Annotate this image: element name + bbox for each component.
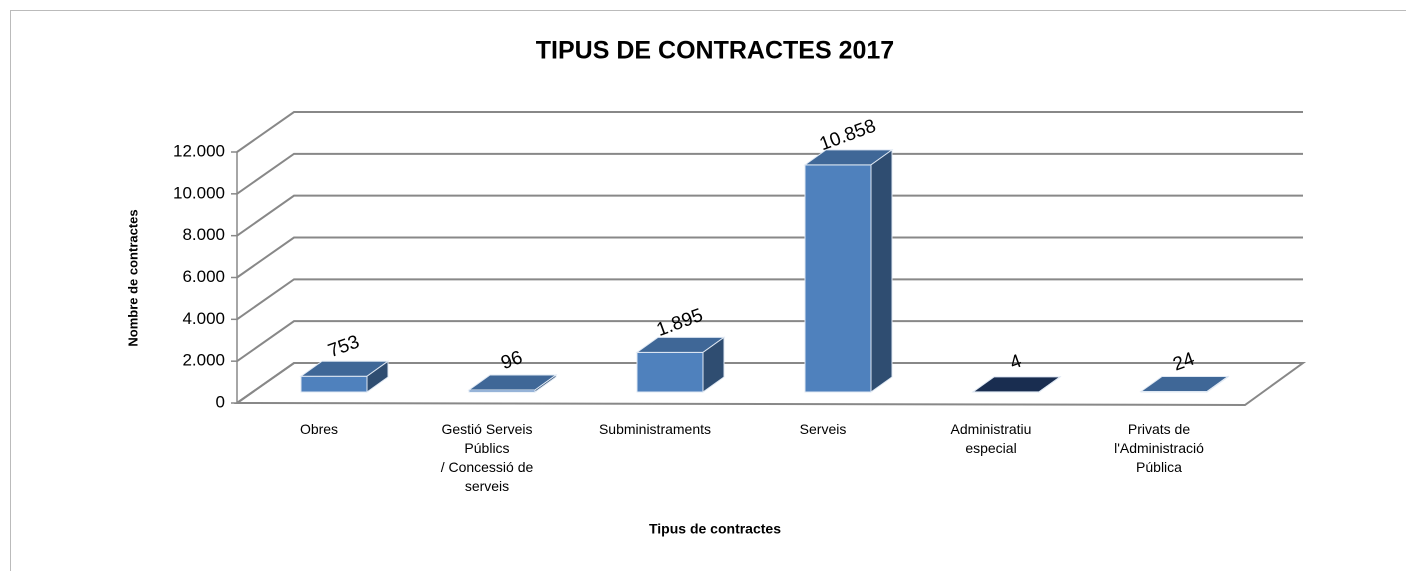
- bar-side: [534, 374, 557, 393]
- y-tick-label: 12.000: [173, 141, 225, 160]
- data-label: 1.895: [654, 305, 706, 341]
- data-label: 10.858: [817, 116, 879, 156]
- grid-line: [236, 320, 1303, 362]
- x-axis-title: Tipus de contractes: [649, 521, 781, 537]
- x-tick-label: Administratiu especial: [950, 421, 1032, 456]
- grid-line: [236, 152, 1303, 195]
- data-label: 753: [325, 332, 362, 363]
- data-label: 96: [498, 347, 525, 374]
- grid-line: [236, 111, 1303, 153]
- bar-side: [702, 336, 725, 393]
- x-tick-label: Subministraments: [598, 421, 712, 437]
- x-tick-label: Gestió Serveis Públics / Concessió de se…: [440, 421, 534, 494]
- bar-side: [366, 360, 389, 393]
- bar-top: [971, 376, 1062, 393]
- bar-side: [1206, 375, 1229, 393]
- x-tick-label: Privats de l'Administració Pública: [1114, 421, 1204, 475]
- bar-front: [804, 164, 872, 393]
- bar-front: [300, 375, 368, 393]
- grid-line: [236, 194, 1303, 237]
- grid-line: [236, 236, 1303, 279]
- data-label: 24: [1170, 348, 1197, 375]
- y-tick-label: 6.000: [182, 267, 225, 286]
- y-axis-title: Nombre de contractes: [125, 209, 140, 346]
- bar-side: [870, 148, 893, 393]
- bar-front: [636, 351, 704, 393]
- floor: [233, 362, 1307, 407]
- bar-top: [467, 374, 558, 391]
- x-tick-label: Serveis: [799, 421, 847, 437]
- x-tick-label: Obres: [299, 421, 339, 437]
- y-tick-label: 8.000: [182, 225, 225, 244]
- y-tick-label: 10.000: [173, 183, 225, 202]
- y-tick-label: 0: [216, 392, 225, 411]
- bar-side: [1038, 375, 1061, 393]
- y-tick-label: 2.000: [182, 351, 225, 370]
- chart-border: [10, 10, 1406, 571]
- grid-line: [236, 278, 1303, 321]
- chart-title: TIPUS DE CONTRACTES 2017: [536, 37, 894, 65]
- bar-top: [1139, 375, 1230, 392]
- y-tick-label: 4.000: [182, 309, 225, 328]
- grid-line: [236, 362, 1303, 404]
